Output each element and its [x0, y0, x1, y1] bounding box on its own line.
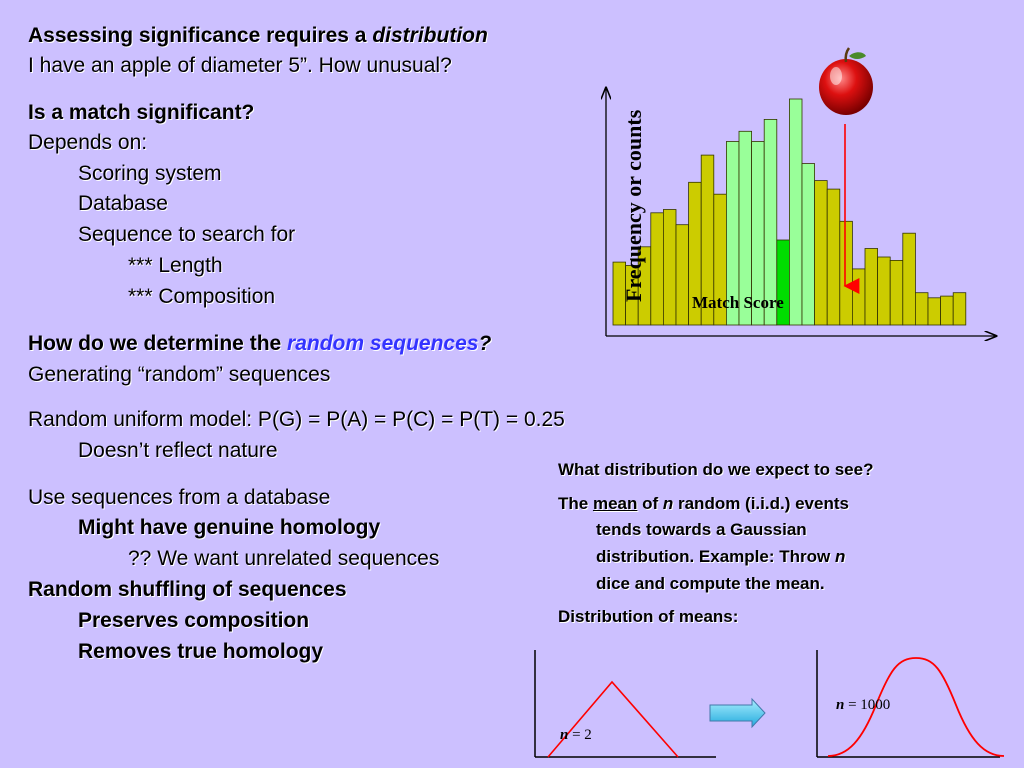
n2-label: n = 2: [560, 727, 592, 743]
mean-paragraph-line4: dice and compute the mean.: [596, 574, 825, 593]
heading-random-prefix: How do we determine the: [28, 332, 288, 355]
use-database: Use sequences from a database: [28, 486, 331, 509]
preserves-composition: Preserves composition: [78, 609, 310, 632]
mean-paragraph-line1: The mean of n random (i.i.d.) events: [558, 493, 849, 514]
random-shuffling: Random shuffling of sequences: [28, 578, 347, 601]
n1000-label: n = 1000: [836, 697, 890, 713]
unrelated-sequences: ?? We want unrelated sequences: [128, 547, 440, 570]
p-mean: mean: [592, 494, 638, 513]
right-arrow-icon: [709, 697, 766, 729]
apple-question: I have an apple of diameter 5”. How unus…: [28, 54, 452, 77]
heading-match: Is a match significant?: [28, 101, 255, 124]
question-distribution: What distribution do we expect to see?: [558, 460, 874, 479]
dep-item-database: Database: [78, 192, 168, 215]
p-of: of: [637, 494, 663, 513]
mean-paragraph-line3: distribution. Example: Throw n: [596, 546, 845, 567]
p-line3a: distribution. Example: Throw: [596, 547, 835, 566]
dep-item-sequence: Sequence to search for: [78, 223, 296, 246]
heading-random-suffix: ?: [478, 332, 492, 355]
removes-homology: Removes true homology: [78, 640, 324, 663]
depends-on: Depends on:: [28, 131, 148, 154]
triangle-curve: [547, 680, 679, 758]
p-n2: n: [834, 547, 846, 566]
doesnt-reflect: Doesn’t reflect nature: [78, 439, 278, 462]
dep-item-scoring: Scoring system: [78, 162, 222, 185]
generating-random: Generating “random” sequences: [28, 363, 331, 386]
triangle-chart: n = 2: [534, 650, 716, 758]
hist-x-label: Match Score: [692, 293, 784, 312]
heading-random-em: random sequences: [287, 332, 479, 355]
p-rest1: random (i.i.d.) events: [673, 494, 849, 513]
gaussian-curve: [827, 657, 1005, 757]
histogram-bar: [763, 119, 778, 326]
mean-paragraph-line2: tends towards a Gaussian: [596, 520, 807, 539]
distribution-of-means: Distribution of means:: [558, 607, 739, 626]
p-the: The: [558, 494, 593, 513]
heading-significance: Assessing significance requires a distri…: [28, 24, 488, 48]
uniform-model: Random uniform model: P(G) = P(A) = P(C)…: [28, 408, 565, 431]
heading-significance-text: Assessing significance requires a: [28, 24, 373, 47]
apple-icon: [819, 47, 873, 115]
heading-significance-em: distribution: [372, 24, 488, 47]
histogram-bar: [902, 232, 916, 326]
hist-y-label: Frequency or counts: [621, 109, 646, 302]
genuine-homology: Might have genuine homology: [78, 516, 381, 539]
sub-item-composition: *** Composition: [128, 285, 276, 308]
sub-item-length: *** Length: [128, 254, 223, 277]
gaussian-chart: n = 1000: [816, 650, 1005, 758]
p-n1: n: [662, 494, 674, 513]
histogram-bar: [952, 292, 967, 326]
heading-random: How do we determine the random sequences…: [28, 332, 491, 356]
histogram-bars: [612, 98, 967, 326]
